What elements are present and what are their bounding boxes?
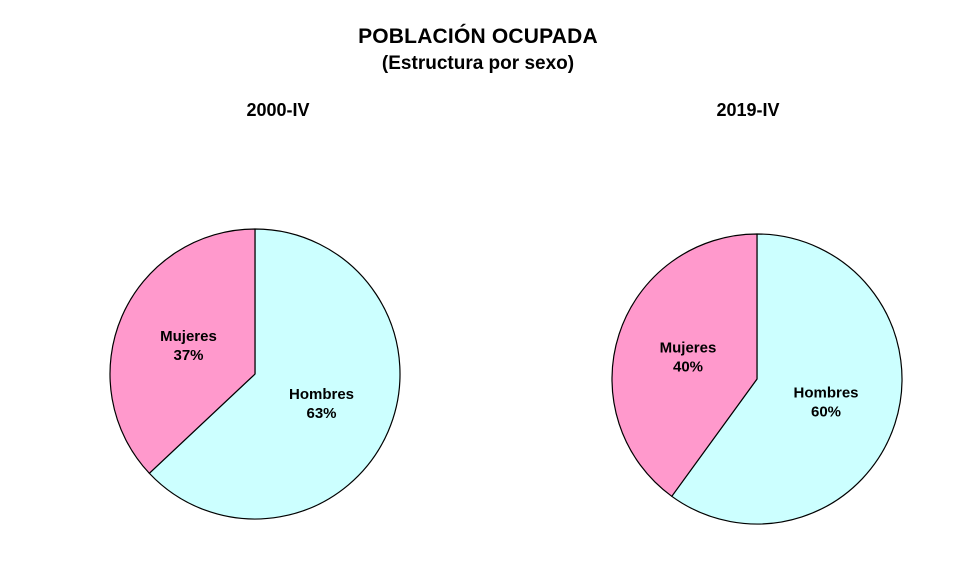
pie-title-2019-iv: 2019-IV xyxy=(716,100,780,120)
chart-subtitle: (Estructura por sexo) xyxy=(381,53,575,74)
pie-slice-hombres xyxy=(148,228,401,520)
slice-label-mujeres: Mujeres 37% xyxy=(160,328,217,364)
pie-slice-hombres xyxy=(671,233,903,525)
pie-chart-2019-iv: Hombres 60% Mujeres 40% xyxy=(611,233,903,525)
pie-slice-mujeres xyxy=(611,233,758,497)
pie-chart-2000-iv: Hombres 63% Mujeres 37% xyxy=(109,228,401,520)
slice-label-mujeres: Mujeres 40% xyxy=(660,340,717,376)
slice-label-hombres: Hombres 60% xyxy=(793,384,858,420)
slice-label-hombres: Hombres 63% xyxy=(289,386,354,422)
pie-title-2000-iv: 2000-IV xyxy=(246,100,310,120)
chart-title: POBLACIÓN OCUPADA xyxy=(358,25,598,48)
pie-slice-mujeres xyxy=(109,228,256,474)
